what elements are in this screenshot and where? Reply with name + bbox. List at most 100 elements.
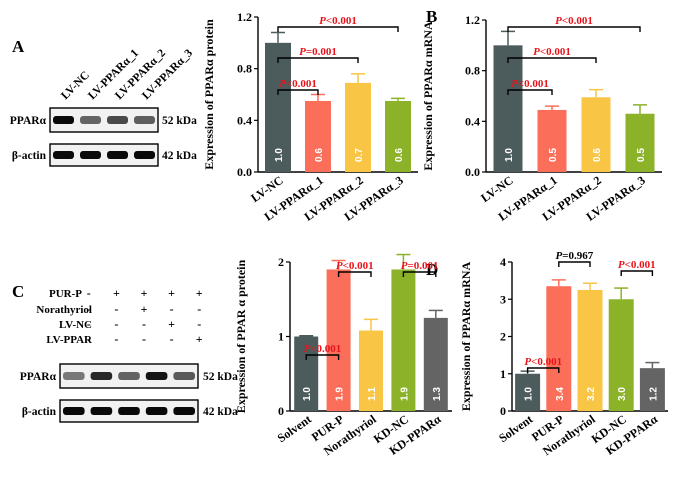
bar-value-label: 1.2	[648, 387, 659, 401]
p-value-label: P<0.001	[336, 260, 374, 272]
y-tick-label: 1	[278, 330, 284, 344]
comparison-bracket	[337, 271, 372, 277]
blot-band	[90, 407, 113, 415]
blot-row-label: β-actin	[12, 150, 47, 162]
blot-band	[173, 407, 195, 415]
y-tick-label: 2	[500, 330, 506, 344]
bar-value-label: 1.9	[399, 387, 410, 401]
treatment-sign: -	[197, 302, 201, 316]
treatment-sign: -	[87, 286, 91, 300]
comparison-bracket	[277, 89, 319, 95]
bar	[625, 113, 655, 172]
blot-band	[145, 372, 168, 380]
bar-value-label: 1.3	[432, 387, 443, 401]
p-value-label: P<0.001	[511, 78, 549, 90]
bar	[265, 42, 291, 173]
p-value-label: P<0.001	[555, 15, 593, 27]
bar-value-label: 0.5	[548, 148, 559, 162]
blot-band	[90, 372, 113, 380]
treatment-sign: +	[196, 286, 203, 300]
y-tick-label: 1	[500, 367, 506, 381]
bar-value-label: 3.2	[586, 387, 597, 401]
treatment-sign: -	[87, 302, 91, 316]
panel-letter-b: B	[426, 7, 437, 26]
treatment-label: PUR-P	[49, 288, 82, 300]
bar	[391, 269, 416, 411]
blot-band	[63, 372, 85, 380]
bar	[359, 330, 383, 411]
bar	[577, 289, 603, 411]
p-value-label: P<0.001	[319, 15, 357, 27]
panel-letter-a: A	[12, 37, 25, 56]
comparison-bracket	[277, 26, 399, 32]
bar	[537, 109, 567, 172]
blot-band	[63, 407, 85, 415]
bar	[305, 100, 331, 172]
bar	[423, 317, 448, 411]
y-tick-label: 2	[278, 255, 284, 269]
p-value-label: P<0.001	[618, 259, 656, 271]
blot-band	[134, 116, 155, 124]
bar	[326, 269, 351, 411]
bar	[546, 286, 572, 411]
y-tick-label: 0.0	[237, 165, 252, 179]
y-tick-label: 3	[500, 292, 506, 306]
chart-b-mrna: 0.0 0.4 0.8 1.2 Expression of PPARα mRNA 1.0 L…	[421, 13, 662, 224]
y-tick-label: 1.2	[465, 13, 480, 27]
p-value-label: P<0.001	[304, 343, 342, 355]
western-blot-c: PUR-P - + + + +Norathyriol- - + - -LV-NC- - - + -LV-P…	[20, 286, 238, 423]
y-axis-label: Expression of PPARα protein	[202, 19, 216, 170]
blot-band	[118, 407, 140, 415]
treatment-sign: +	[113, 286, 120, 300]
y-tick-label: 0.0	[465, 165, 480, 179]
y-axis-label: Expression of PPAR α protein	[234, 259, 248, 413]
bar	[515, 373, 541, 411]
blot-row-label: PPARα	[10, 115, 47, 127]
comparison-bracket	[402, 271, 437, 277]
treatment-label: LV-NC	[59, 319, 92, 331]
bar-value-label: 0.7	[354, 148, 365, 162]
treatment-sign: -	[114, 332, 118, 346]
bar	[294, 336, 319, 411]
bar-value-label: 3.4	[555, 387, 566, 401]
treatment-sign: +	[141, 286, 148, 300]
blot-row-label: β-actin	[22, 406, 57, 418]
comparison-bracket	[507, 89, 553, 95]
y-axis-label: Expression of PPARα mRNA	[421, 21, 435, 171]
blot-kda-label: 52 kDa	[203, 371, 238, 383]
chart-a-protein: 0.0 0.4 0.8 1.2 Expression of PPARα protein 1…	[202, 10, 418, 224]
blot-band	[80, 151, 101, 159]
y-tick-label: 4	[500, 255, 506, 269]
y-tick-label: 0.8	[465, 64, 480, 78]
treatment-sign: -	[142, 332, 146, 346]
y-tick-label: 0.8	[237, 62, 252, 76]
blot-row-label: PPARα	[20, 371, 57, 383]
comparison-bracket	[507, 26, 641, 32]
comparison-bracket	[620, 270, 654, 276]
bar-value-label: 1.0	[274, 148, 285, 162]
treatment-sign: +	[196, 332, 203, 346]
bar-value-label: 0.6	[394, 148, 405, 162]
p-value-label: P=0.001	[299, 46, 337, 58]
treatment-sign: -	[197, 317, 201, 331]
bar-value-label: 1.0	[302, 387, 313, 401]
y-axis-label: Expression of PPARα mRNA	[459, 262, 473, 412]
comparison-bracket	[526, 367, 560, 373]
comparison-bracket	[507, 57, 597, 63]
treatment-sign: -	[114, 317, 118, 331]
treatment-sign: -	[170, 332, 174, 346]
blot-frame	[49, 143, 159, 167]
bar	[639, 368, 665, 411]
bar-value-label: 1.0	[504, 148, 515, 162]
blot-band	[145, 407, 168, 415]
treatment-sign: -	[87, 332, 91, 346]
treatment-sign: -	[114, 302, 118, 316]
blot-band	[107, 116, 128, 124]
treatment-sign: +	[141, 302, 148, 316]
treatment-sign: -	[142, 317, 146, 331]
blot-band	[173, 372, 195, 380]
blot-lane-label: LV-NC	[59, 69, 92, 102]
p-value-label: P<0.001	[279, 78, 317, 90]
treatment-label: LV-PPAR	[46, 334, 93, 346]
blot-kda-label: 42 kDa	[162, 150, 197, 162]
